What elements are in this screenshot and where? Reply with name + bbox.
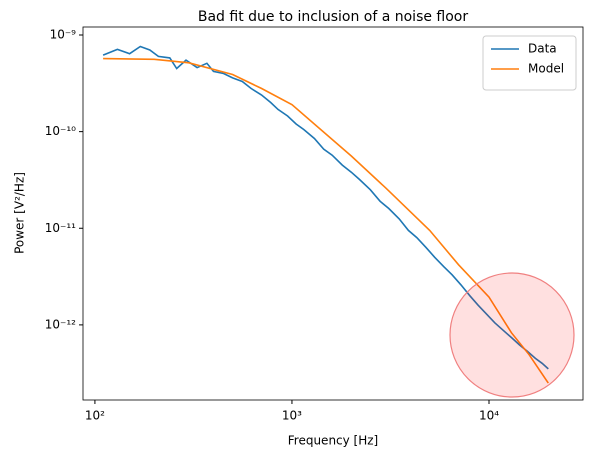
series-line [103,57,549,384]
x-tick-label: 10² [85,409,105,423]
plot-frame [82,26,584,401]
chart-title: Bad fit due to inclusion of a noise floo… [198,9,469,25]
y-tick-label: 10⁻¹⁰ [45,124,76,138]
legend-label: Data [528,42,557,56]
y-axis-label: Power [V²/Hz] [13,172,27,254]
x-tick-label: 10⁴ [479,409,499,423]
y-tick-label: 10⁻¹² [45,317,76,331]
plot-area [102,45,549,384]
series-line [102,45,549,370]
highlight-circle [449,272,575,398]
y-tick-label: 10⁻¹¹ [45,221,76,235]
x-axis-label: Frequency [Hz] [288,434,379,448]
legend: Data Model [482,35,577,91]
x-tick-label: 10³ [282,409,302,423]
legend-label: Model [528,62,564,76]
y-tick-label: 10⁻⁹ [50,27,77,41]
